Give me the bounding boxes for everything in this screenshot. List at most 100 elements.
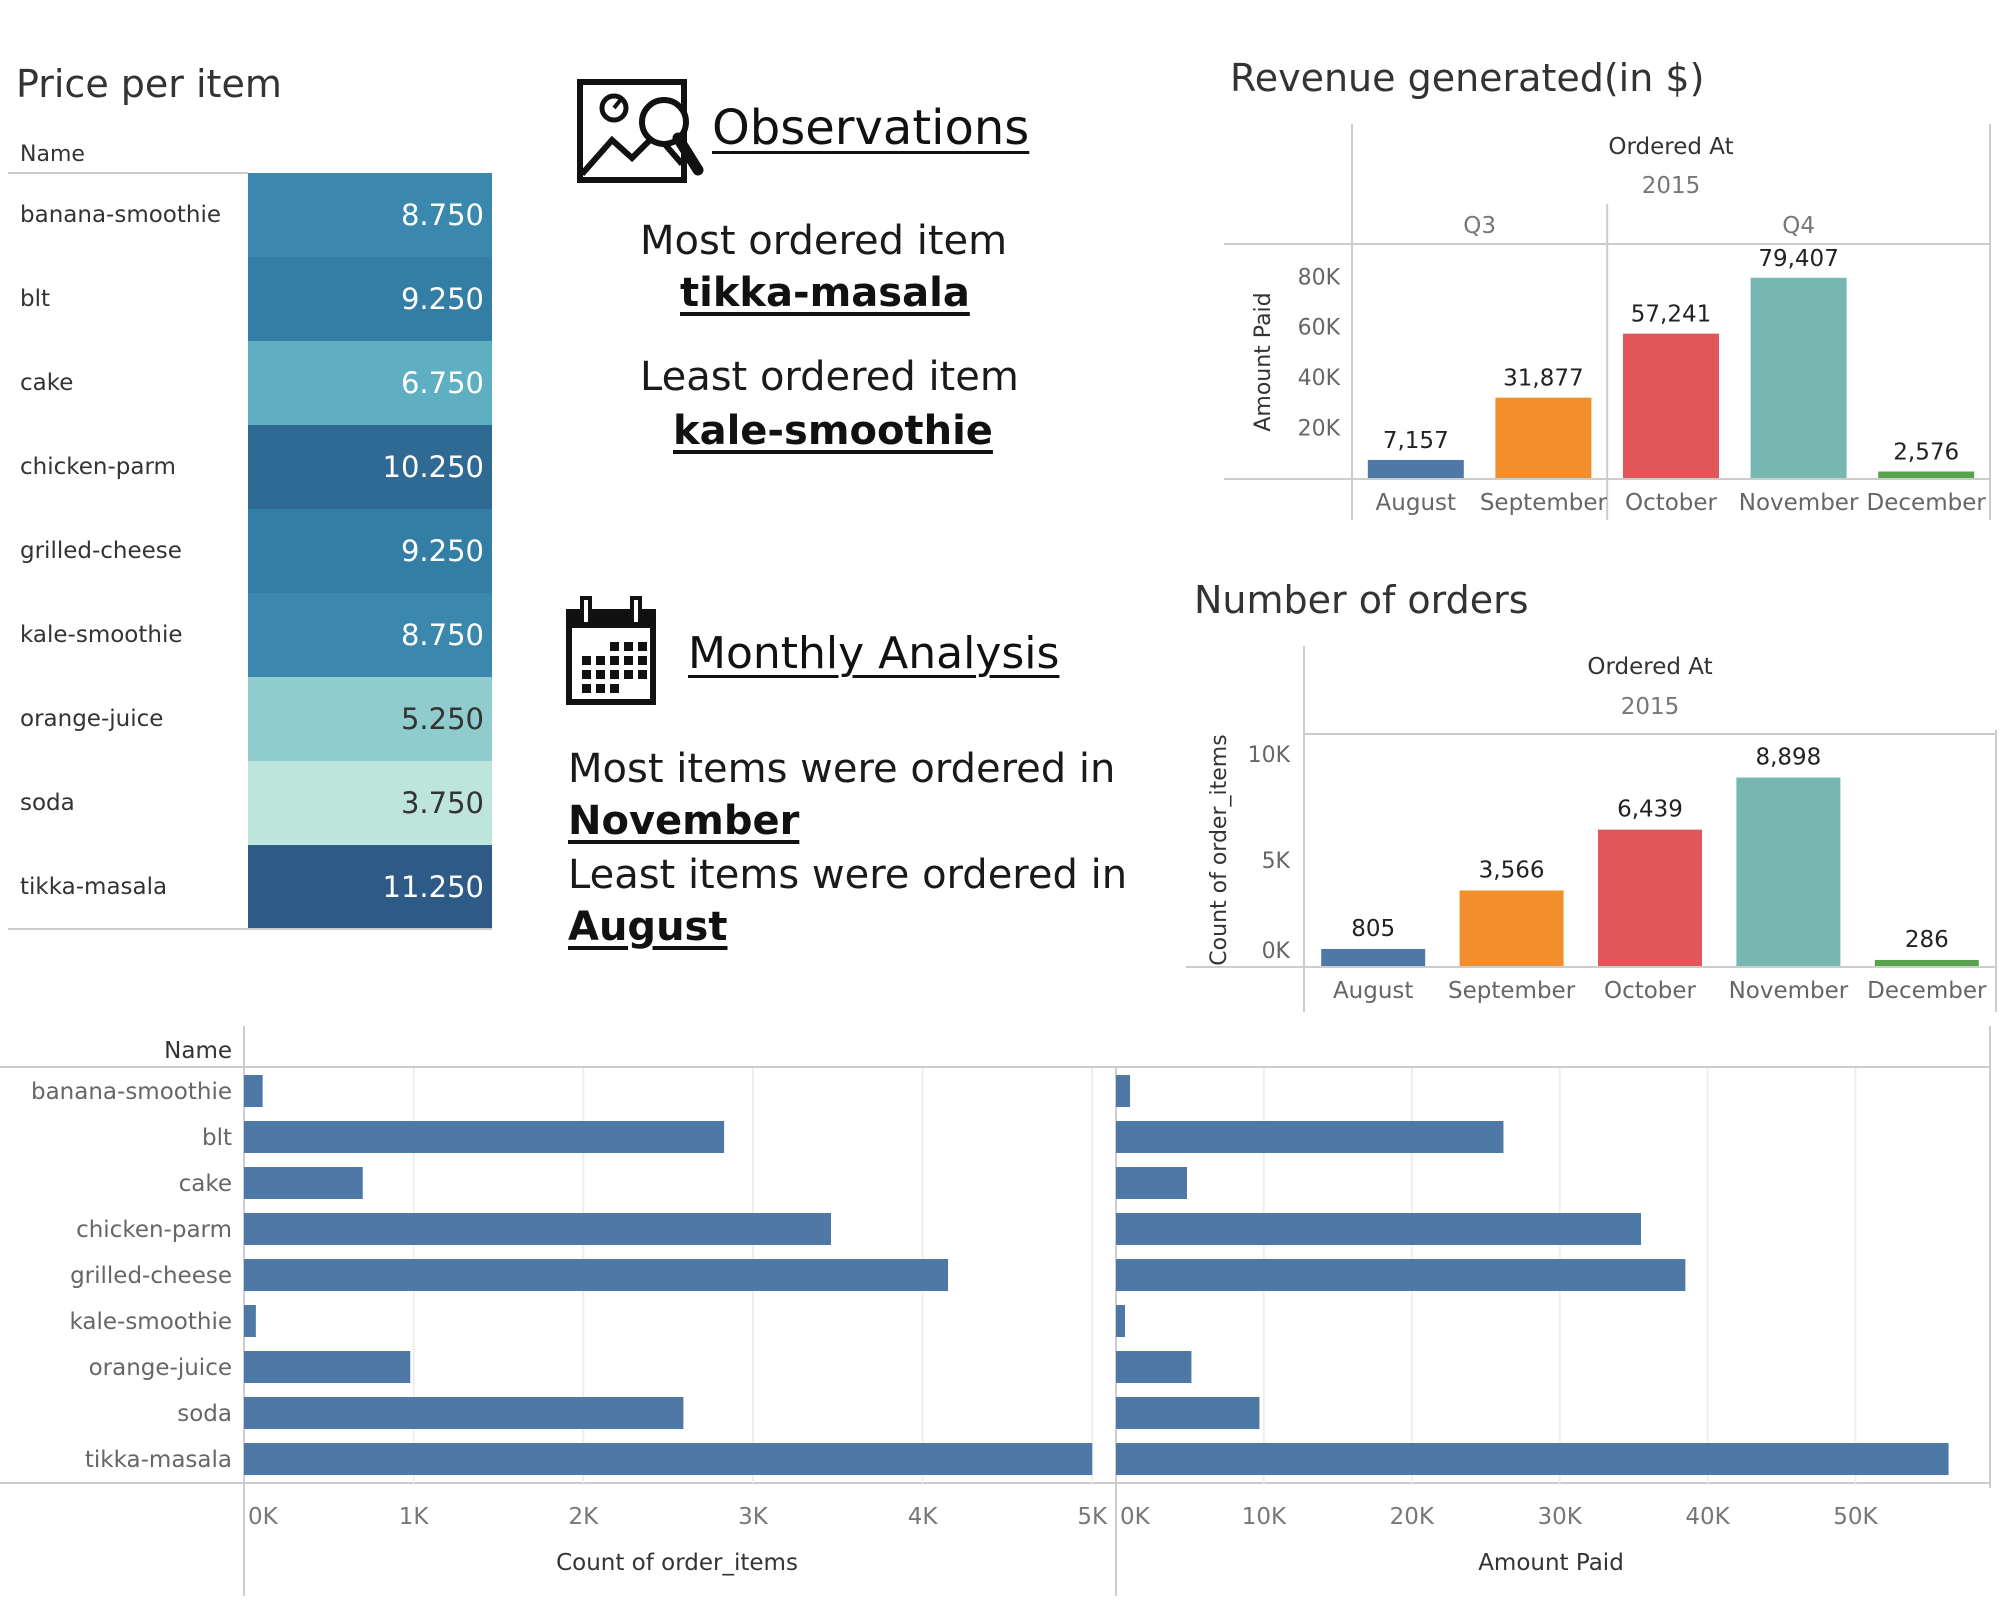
revenue-bar	[1623, 333, 1719, 478]
x-tick-label: 40K	[1685, 1504, 1730, 1530]
price-cell: 8.750	[248, 173, 492, 257]
item-name-label: banana-smoothie	[31, 1079, 232, 1105]
item-name-label: cake	[179, 1171, 232, 1197]
y-axis-label: Amount Paid	[1251, 292, 1276, 431]
price-item-name: banana-smoothie	[20, 202, 222, 228]
quarter-label: Q3	[1463, 213, 1496, 239]
month-label: September	[1480, 490, 1608, 516]
count-bar	[244, 1167, 363, 1199]
price-cell: 8.750	[248, 593, 492, 677]
price-value: 8.750	[400, 198, 484, 232]
revenue-year: 2015	[1642, 173, 1701, 199]
price-item-name: tikka-masala	[20, 874, 168, 900]
item-name-label: blt	[202, 1125, 232, 1151]
price-value: 3.750	[400, 786, 484, 820]
price-row: kale-smoothie 8.750	[8, 593, 492, 677]
amount-bar	[1116, 1075, 1131, 1107]
revenue-header: Ordered At	[1608, 134, 1733, 160]
x-tick-label: 5K	[1077, 1504, 1108, 1530]
quarter-label: Q4	[1782, 213, 1815, 239]
price-row: orange-juice 5.250	[8, 677, 492, 761]
price-value: 11.250	[382, 870, 484, 904]
x-tick-label: 0K	[248, 1504, 279, 1530]
item-name-label: tikka-masala	[85, 1447, 232, 1473]
price-value: 9.250	[400, 282, 484, 316]
orders-data-label: 3,566	[1479, 857, 1545, 883]
orders-year: 2015	[1621, 694, 1680, 720]
item-name-label: chicken-parm	[76, 1217, 232, 1243]
month-label: December	[1867, 978, 1987, 1004]
price-cell: 9.250	[248, 257, 492, 341]
month-label: August	[1376, 490, 1457, 516]
y-tick-label: 60K	[1298, 316, 1341, 341]
least-ordered-value: kale-smoothie	[673, 408, 993, 454]
price-item-name: soda	[20, 790, 75, 816]
count-bar	[244, 1397, 684, 1429]
count-bar	[244, 1121, 725, 1153]
month-label: September	[1448, 978, 1576, 1004]
price-cell: 6.750	[248, 341, 492, 425]
x-axis-label: Count of order_items	[556, 1550, 798, 1576]
x-tick-label: 2K	[568, 1504, 599, 1530]
orders-bar	[1598, 829, 1702, 966]
x-tick-label: 20K	[1390, 1504, 1435, 1530]
revenue-data-label: 31,877	[1503, 366, 1583, 392]
price-cell: 11.250	[248, 845, 492, 929]
item-name-label: orange-juice	[89, 1355, 232, 1381]
count-bar	[244, 1075, 263, 1107]
price-value: 5.250	[400, 702, 484, 736]
y-tick-label: 5K	[1262, 849, 1291, 874]
month-label: August	[1333, 978, 1414, 1004]
revenue-data-label: 57,241	[1631, 302, 1711, 328]
price-row: banana-smoothie 8.750	[8, 173, 492, 257]
price-panel-title: Price per item	[16, 62, 282, 106]
month-label: November	[1729, 978, 1849, 1004]
price-cell: 5.250	[248, 677, 492, 761]
amount-bar	[1116, 1443, 1949, 1475]
count-bar	[244, 1443, 1093, 1475]
y-tick-label: 10K	[1248, 743, 1291, 768]
revenue-bar	[1495, 397, 1592, 478]
orders-data-label: 286	[1905, 927, 1949, 953]
amount-bar	[1116, 1397, 1260, 1429]
orders-bar	[1321, 948, 1426, 966]
revenue-data-label: 79,407	[1758, 246, 1838, 272]
x-tick-label: 4K	[908, 1504, 939, 1530]
amount-bar	[1116, 1167, 1187, 1199]
x-tick-label: 0K	[1120, 1504, 1151, 1530]
price-value: 10.250	[382, 450, 484, 484]
least-month-value: August	[568, 904, 728, 950]
least-month-label: Least items were ordered in	[568, 852, 1128, 898]
least-ordered-label: Least ordered item	[640, 354, 1019, 400]
y-axis-label: Count of order_items	[1207, 734, 1232, 965]
observations-heading: Observations	[712, 100, 1030, 156]
count-bar	[244, 1213, 831, 1245]
revenue-bar	[1878, 471, 1975, 478]
x-tick-label: 10K	[1242, 1504, 1287, 1530]
x-axis-label: Amount Paid	[1478, 1550, 1624, 1576]
price-item-name: blt	[20, 286, 51, 312]
x-tick-label: 3K	[738, 1504, 769, 1530]
price-value: 6.750	[400, 366, 484, 400]
price-cell: 3.750	[248, 761, 492, 845]
orders-data-label: 805	[1351, 916, 1395, 942]
price-row: cake 6.750	[8, 341, 492, 425]
orders-data-label: 8,898	[1755, 745, 1821, 771]
item-name-label: kale-smoothie	[69, 1309, 232, 1335]
orders-chart-title: Number of orders	[1194, 578, 1529, 622]
x-tick-label: 1K	[399, 1504, 430, 1530]
price-item-name: grilled-cheese	[20, 538, 182, 564]
amount-bar	[1116, 1259, 1686, 1291]
orders-bar	[1736, 777, 1841, 966]
orders-data-label: 6,439	[1617, 797, 1683, 823]
price-row: soda 3.750	[8, 761, 492, 845]
count-bar	[244, 1305, 256, 1337]
revenue-data-label: 7,157	[1383, 428, 1449, 454]
x-tick-label: 50K	[1833, 1504, 1878, 1530]
image-search-icon	[576, 78, 704, 186]
price-column-header: Name	[20, 142, 85, 167]
price-row: tikka-masala 11.250	[8, 845, 492, 929]
price-item-name: cake	[20, 370, 74, 396]
